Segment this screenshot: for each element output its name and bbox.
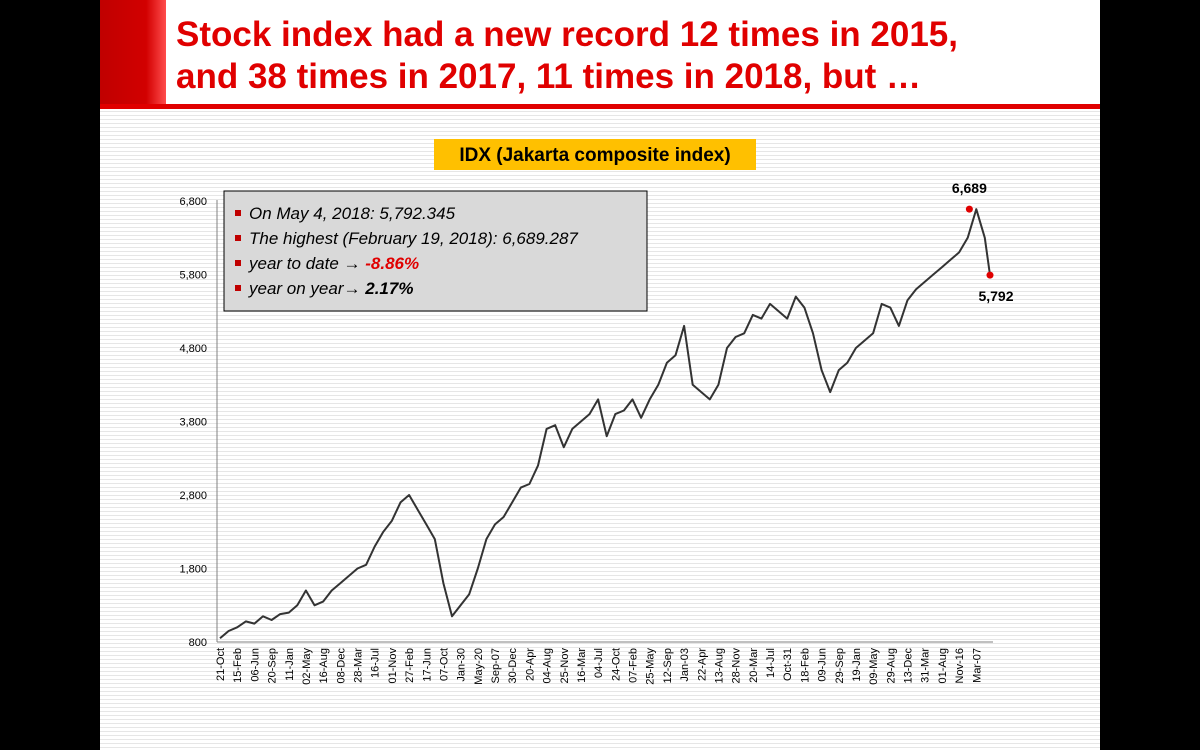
x-tick-label: Nov-16: [954, 648, 966, 683]
x-tick-label: May-20: [473, 648, 485, 685]
x-tick-label: 25-Nov: [559, 648, 571, 684]
idx-line-chart: IDX (Jakarta composite index) 800 1,800 2,…: [179, 139, 1014, 685]
x-tick-label: 09-Jun: [817, 648, 829, 682]
x-tick-label: 15-Feb: [232, 648, 244, 683]
x-tick-label: Sep-07: [490, 648, 502, 683]
bullet-marker: [235, 260, 241, 266]
y-tick-label: 4,800: [179, 343, 207, 355]
x-tick-label: Jan-30: [456, 648, 468, 682]
x-tick-label: 13-Dec: [903, 648, 915, 684]
x-tick-label: 17-Jun: [421, 648, 433, 682]
x-tick-labels: 21-Oct 15-Feb 06-Jun 20-Sep 11-Jan 02-May 16-A…: [215, 648, 983, 685]
end-marker: [986, 271, 994, 279]
x-tick-label: 11-Jan: [284, 648, 296, 681]
y-tick-label: 1,800: [179, 564, 207, 576]
x-tick-label: 01-Aug: [937, 648, 949, 683]
x-tick-label: 29-Sep: [834, 648, 846, 683]
x-tick-label: 20-Sep: [267, 648, 279, 683]
x-tick-label: 28-Mar: [353, 648, 365, 683]
bullet-marker: [235, 235, 241, 241]
red-accent-block: [100, 0, 166, 108]
x-tick-label: 02-May: [301, 648, 313, 685]
end-data-label: 5,792: [978, 288, 1013, 304]
callout-line: year on year→ 2.17%: [248, 279, 413, 298]
slide: Stock index had a new record 12 times in…: [100, 0, 1100, 750]
x-tick-label: 08-Dec: [335, 648, 347, 684]
x-tick-label: 24-Oct: [610, 648, 622, 681]
peak-data-label: 6,689: [952, 180, 987, 196]
x-tick-label: 04-Aug: [542, 648, 554, 683]
x-tick-label: Mar-07: [971, 648, 983, 683]
y-tick-label: 3,800: [179, 417, 207, 429]
x-tick-label: 20-Apr: [524, 648, 536, 681]
x-tick-label: Oct-31: [782, 648, 794, 681]
x-tick-label: 27-Feb: [404, 648, 416, 683]
x-tick-label: 14-Jul: [765, 648, 777, 678]
x-tick-label: 07-Oct: [438, 648, 450, 681]
x-tick-label: 13-Aug: [713, 648, 725, 683]
red-divider: [100, 104, 1100, 109]
x-tick-label: 16-Mar: [576, 648, 588, 683]
callout-line: year to date → -8.86%: [248, 254, 419, 273]
x-tick-label: 22-Apr: [696, 648, 708, 681]
x-tick-label: 31-Mar: [920, 648, 932, 683]
bullet-marker: [235, 285, 241, 291]
x-tick-label: 16-Jul: [370, 648, 382, 678]
x-tick-label: 09-May: [868, 648, 880, 685]
callout-line: The highest (February 19, 2018): 6,689.2…: [249, 229, 578, 248]
x-tick-label: 28-Nov: [731, 648, 743, 684]
y-tick-label: 800: [189, 637, 207, 649]
callout-line: On May 4, 2018: 5,792.345: [249, 204, 456, 223]
x-tick-label: 16-Aug: [318, 648, 330, 683]
x-tick-label: 07-Feb: [628, 648, 640, 683]
slide-title: Stock index had a new record 12 times in…: [176, 15, 958, 96]
y-tick-label: 2,800: [179, 490, 207, 502]
x-tick-label: 12-Sep: [662, 648, 674, 683]
x-tick-label: 04-Jul: [593, 648, 605, 678]
chart-title-background: [434, 139, 756, 170]
slide-header: Stock index had a new record 12 times in…: [100, 0, 1100, 109]
stats-callout-box: [223, 190, 648, 312]
y-tick-labels: 800 1,800 2,800 3,800 4,800 5,800 6,800: [179, 196, 207, 649]
peak-marker: [965, 205, 973, 213]
x-tick-label: 18-Feb: [799, 648, 811, 683]
chart-title: IDX (Jakarta composite index): [459, 145, 730, 166]
series-line-idx: [219, 208, 991, 640]
x-tick-label: 06-Jun: [249, 648, 261, 682]
stats-callout-lines: On May 4, 2018: 5,792.345 The highest (Fe…: [235, 204, 578, 298]
bullet-marker: [235, 210, 241, 216]
x-tick-label: 19-Jan: [851, 648, 863, 682]
x-tick-label: 25-May: [645, 648, 657, 685]
x-tick-label: 30-Dec: [507, 648, 519, 684]
x-tick-label: 21-Oct: [215, 648, 227, 681]
x-tick-label: 01-Nov: [387, 648, 399, 684]
x-tick-label: Jan-03: [679, 648, 691, 682]
x-tick-label: 29-Aug: [885, 648, 897, 683]
x-tick-label: 20-Mar: [748, 648, 760, 683]
y-tick-label: 5,800: [179, 270, 207, 282]
y-tick-label: 6,800: [179, 196, 207, 208]
